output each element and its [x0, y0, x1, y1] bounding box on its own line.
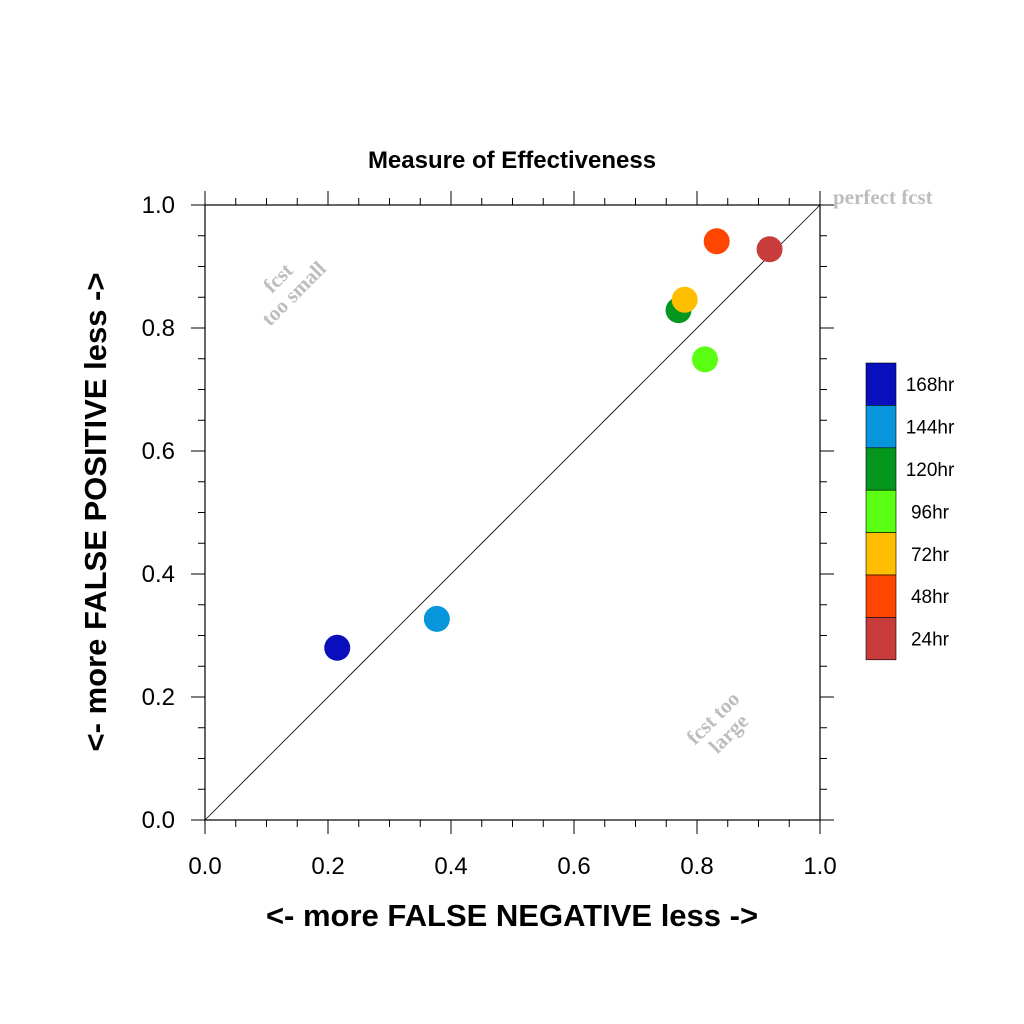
legend-swatch-24hr	[865, 617, 897, 661]
x-tick-label: 0.6	[557, 853, 590, 880]
y-tick-label: 1.0	[142, 192, 175, 219]
legend: 168hr 144hr 120hr 96hr 72hr 48hr 24hr	[865, 362, 955, 661]
legend-label-120hr: 120hr	[906, 460, 955, 481]
y-tick-label: 0.6	[142, 438, 175, 465]
legend-swatch-168hr	[865, 362, 897, 406]
point-24hr	[756, 236, 783, 263]
y-tick-label: 0.8	[142, 315, 175, 342]
legend-label-48hr: 48hr	[911, 587, 950, 608]
point-96hr	[691, 346, 718, 373]
plot-area: 0.0 0.2 0.4 0.6 0.8 1.0 0.0 0.2 0.4 0.6 0.8 1.0	[142, 191, 837, 880]
y-tick-label: 0.2	[142, 684, 175, 711]
legend-label-72hr: 72hr	[911, 545, 950, 566]
point-168hr	[324, 634, 351, 661]
chart-title: Measure of Effectiveness	[368, 147, 656, 174]
point-144hr	[423, 605, 450, 632]
y-tick-label: 0.4	[142, 561, 175, 588]
x-tick-label: 0.0	[188, 853, 221, 880]
legend-label-168hr: 168hr	[906, 375, 955, 396]
point-72hr	[671, 286, 698, 313]
reference-diagonal	[204, 204, 821, 821]
legend-label-144hr: 144hr	[906, 418, 955, 439]
x-tick-label: 1.0	[803, 853, 836, 880]
legend-label-24hr: 24hr	[911, 630, 950, 651]
legend-swatch-72hr	[865, 532, 897, 576]
x-tick-label: 0.8	[680, 853, 713, 880]
legend-swatch-120hr	[865, 447, 897, 491]
annotation-fcst-too-large: fcst too large	[682, 687, 753, 758]
legend-label-96hr: 96hr	[911, 502, 950, 523]
x-axis-label: <- more FALSE NEGATIVE less ->	[266, 898, 758, 933]
legend-swatch-144hr	[865, 405, 897, 449]
annotation-perfect-fcst: perfect fcst	[833, 185, 933, 209]
annotation-fcst-too-small: fcst too small	[256, 256, 330, 330]
x-tick-label: 0.4	[434, 853, 467, 880]
y-tick-label: 0.0	[142, 807, 175, 834]
point-48hr	[703, 228, 730, 255]
legend-swatch-48hr	[865, 574, 897, 618]
x-tick-label: 0.2	[311, 853, 344, 880]
y-axis-label: <- more FALSE POSITIVE less ->	[78, 273, 113, 752]
legend-swatch-96hr	[865, 489, 897, 533]
annotation-too-small-line2: too small	[256, 256, 330, 330]
